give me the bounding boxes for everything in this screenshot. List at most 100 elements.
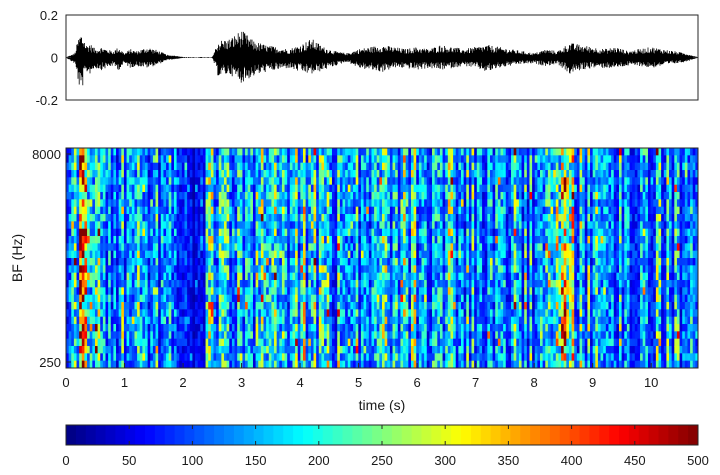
neurogram-cell: [147, 250, 151, 259]
neurogram-cell: [492, 302, 496, 310]
neurogram-cell: [100, 162, 104, 171]
neurogram-cell: [297, 338, 301, 347]
neurogram-cell: [489, 184, 493, 193]
neurogram-cell: [342, 331, 346, 340]
neurogram-cell: [168, 287, 172, 296]
neurogram-cell: [313, 346, 317, 354]
neurogram-cell: [482, 346, 486, 354]
neurogram-cell: [102, 258, 106, 266]
neurogram-cell: [350, 162, 354, 171]
neurogram-cell: [121, 287, 125, 296]
neurogram-cell: [368, 192, 372, 200]
neurogram-cell: [484, 214, 488, 222]
neurogram-cell: [255, 280, 259, 288]
neurogram-cell: [439, 302, 443, 310]
neurogram-cell: [110, 148, 114, 156]
neurogram-cell: [353, 316, 357, 325]
neurogram-cell: [500, 236, 504, 244]
neurogram-cell: [166, 294, 170, 303]
neurogram-cell: [492, 294, 496, 303]
neurogram-cell: [155, 287, 159, 296]
neurogram-cell: [68, 184, 72, 193]
neurogram-cell: [208, 192, 212, 200]
neurogram-cell: [437, 170, 441, 178]
neurogram-cell: [403, 353, 407, 362]
neurogram-cell: [368, 316, 372, 325]
neurogram-cell: [145, 162, 149, 171]
neurogram-cell: [221, 316, 225, 325]
neurogram-cell: [152, 287, 156, 296]
neurogram-cell: [487, 353, 491, 362]
neurogram-cell: [84, 214, 88, 222]
neurogram-cell: [405, 353, 409, 362]
neurogram-cell: [429, 177, 433, 186]
neurogram-cell: [105, 280, 109, 288]
neurogram-cell: [266, 316, 270, 325]
neurogram-cell: [461, 294, 465, 303]
neurogram-cell: [308, 221, 312, 230]
neurogram-cell: [416, 331, 420, 340]
neurogram-cell: [382, 184, 386, 193]
neurogram-cell: [379, 360, 383, 369]
neurogram-cell: [197, 331, 201, 340]
neurogram-cell: [84, 324, 88, 332]
neurogram-cell: [374, 324, 378, 332]
neurogram-cell: [116, 221, 120, 230]
neurogram-cell: [166, 331, 170, 340]
neurogram-cell: [252, 324, 256, 332]
neurogram-cell: [313, 206, 317, 215]
neurogram-cell: [347, 148, 351, 156]
neurogram-cell: [79, 316, 83, 325]
neurogram-cell: [279, 177, 283, 186]
neurogram-cell: [279, 265, 283, 274]
neurogram-cell: [274, 214, 278, 222]
neurogram-cell: [287, 331, 291, 340]
neurogram-cell: [287, 192, 291, 200]
neurogram-cell: [281, 316, 285, 325]
neurogram-cell: [258, 316, 262, 325]
neurogram-cell: [84, 360, 88, 369]
neurogram-cell: [205, 258, 209, 266]
neurogram-cell: [239, 280, 243, 288]
neurogram-cell: [279, 243, 283, 252]
neurogram-cell: [308, 228, 312, 237]
neurogram-cell: [463, 338, 467, 347]
neurogram-cell: [245, 206, 249, 215]
neurogram-cell: [295, 162, 299, 171]
neurogram-cell: [68, 324, 72, 332]
neurogram-cell: [173, 206, 177, 215]
neurogram-cell: [487, 258, 491, 266]
neurogram-cell: [484, 265, 488, 274]
neurogram-cell: [276, 346, 280, 354]
neurogram-cell: [297, 280, 301, 288]
neurogram-cell: [166, 309, 170, 318]
neurogram-cell: [350, 155, 354, 164]
neurogram-cell: [142, 316, 146, 325]
neurogram-cell: [229, 265, 233, 274]
neurogram-cell: [245, 324, 249, 332]
neurogram-cell: [429, 148, 433, 156]
neurogram-cell: [484, 258, 488, 266]
neurogram-cell: [263, 287, 267, 296]
neurogram-cell: [237, 360, 241, 369]
neurogram-cell: [279, 316, 283, 325]
neurogram-cell: [353, 192, 357, 200]
neurogram-cell: [195, 265, 199, 274]
neurogram-cell: [424, 250, 428, 259]
neurogram-cell: [421, 199, 425, 208]
neurogram-cell: [405, 316, 409, 325]
neurogram-cell: [66, 280, 70, 288]
neurogram-cell: [461, 170, 465, 178]
neurogram-cell: [192, 221, 196, 230]
neurogram-cell: [279, 184, 283, 193]
neurogram-cell: [229, 206, 233, 215]
neurogram-cell: [408, 206, 412, 215]
neurogram-cell: [218, 155, 222, 164]
neurogram-cell: [173, 221, 177, 230]
neurogram-cell: [150, 148, 154, 156]
neurogram-cell: [395, 258, 399, 266]
neurogram-cell: [192, 184, 196, 193]
neurogram-cell: [397, 324, 401, 332]
neurogram-cell: [453, 287, 457, 296]
neurogram-cell: [310, 272, 314, 281]
